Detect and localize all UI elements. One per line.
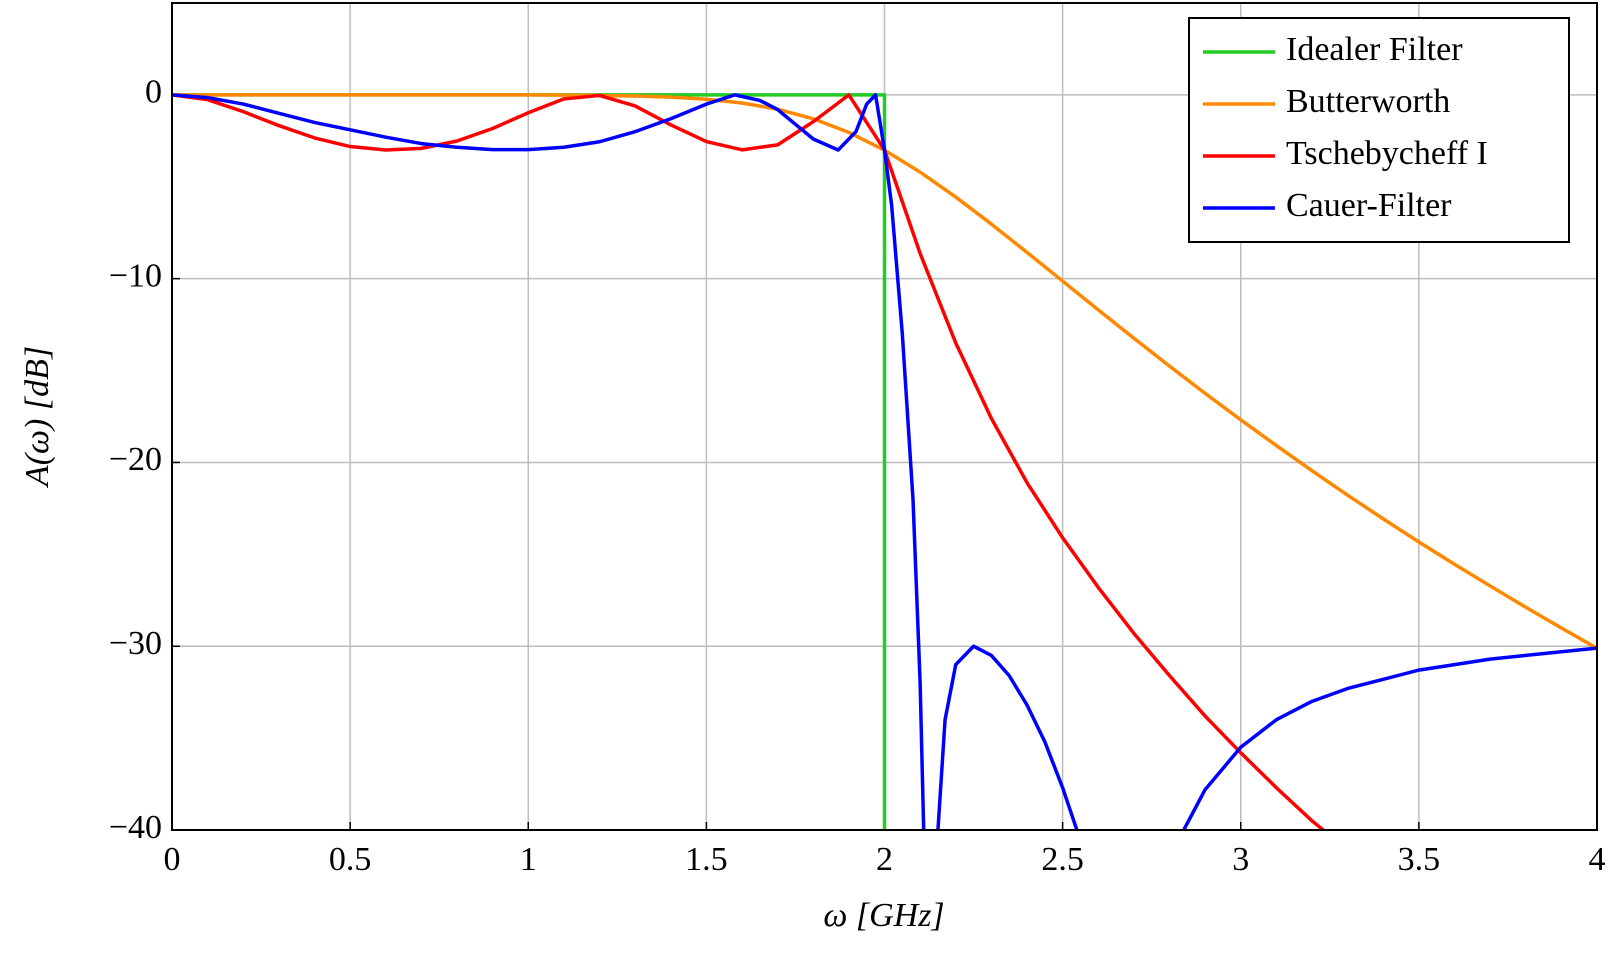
y-tick-label: 0 — [145, 74, 162, 111]
series-line — [172, 93, 1597, 830]
x-tick-label: 0.5 — [329, 841, 372, 878]
legend-label: Cauer-Filter — [1286, 187, 1452, 224]
x-tick-label: 1 — [520, 841, 537, 878]
y-tick-label: −40 — [109, 809, 162, 846]
y-axis-label: A(ω) [dB] — [19, 346, 56, 488]
x-tick-label: 3 — [1232, 841, 1249, 878]
x-tick-label: 0 — [164, 841, 181, 878]
legend-box — [1188, 17, 1570, 243]
y-tick-label: −10 — [109, 257, 162, 294]
x-tick-label: 2.5 — [1041, 841, 1084, 878]
x-tick-label: 1.5 — [685, 841, 728, 878]
legend: Idealer Filter Butterworth Tschebycheff I C… — [1188, 17, 1570, 243]
x-tick-label: 4 — [1589, 841, 1606, 878]
legend-label: Butterworth — [1286, 83, 1450, 120]
series-line — [172, 93, 1326, 830]
x-tick-label: 2 — [876, 841, 893, 878]
plot-area — [172, 93, 1597, 830]
legend-label: Tschebycheff I — [1286, 135, 1488, 172]
plot-frame — [171, 2, 1598, 831]
x-tick-label: 3.5 — [1398, 841, 1441, 878]
legend-label: Idealer Filter — [1286, 31, 1463, 68]
x-axis-label: ω [GHz] — [823, 897, 944, 934]
y-tick-label: −20 — [109, 441, 162, 478]
y-tick-label: −30 — [109, 625, 162, 662]
